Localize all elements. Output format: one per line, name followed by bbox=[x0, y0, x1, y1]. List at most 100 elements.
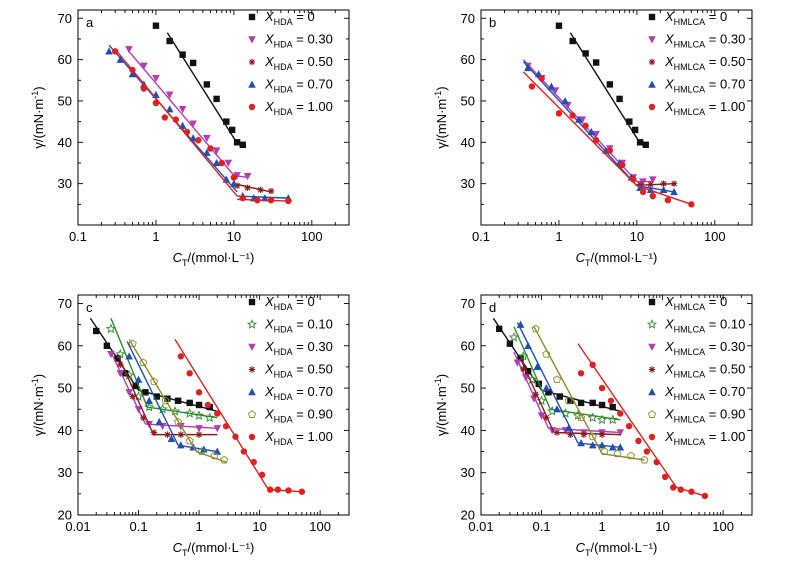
legend-marker bbox=[648, 388, 656, 396]
y-tick-label: 40 bbox=[461, 135, 475, 150]
data-point bbox=[230, 179, 238, 187]
data-point bbox=[197, 447, 206, 455]
data-point bbox=[285, 487, 292, 494]
legend-label: XHMLCA = 0.30 bbox=[664, 339, 745, 357]
legend-label-value: = 0.30 bbox=[705, 32, 745, 47]
data-point bbox=[185, 436, 194, 445]
data-point bbox=[555, 22, 563, 29]
data-point bbox=[616, 443, 625, 451]
x-tick-label: 100 bbox=[301, 229, 323, 244]
data-point bbox=[664, 196, 672, 204]
x-tick-label: 1 bbox=[598, 519, 605, 534]
data-point bbox=[589, 361, 596, 369]
data-point bbox=[617, 410, 624, 417]
legend-entry: XHDA = 0 bbox=[248, 9, 315, 27]
data-point bbox=[179, 51, 186, 58]
data-point bbox=[642, 141, 649, 148]
legend-label-main: X bbox=[664, 362, 675, 377]
legend-label-sub: HMLCA bbox=[674, 17, 706, 27]
legend-label-main: X bbox=[664, 407, 675, 422]
data-point bbox=[616, 95, 623, 103]
data-point bbox=[556, 393, 563, 400]
legend-label-sub: HDA bbox=[274, 85, 293, 95]
legend-label: XHMLCA = 0.50 bbox=[664, 54, 745, 72]
legend-entry: XHMLCA = 0 bbox=[648, 294, 727, 312]
y-tick-label: 20 bbox=[58, 508, 72, 523]
data-point bbox=[688, 488, 695, 495]
legend-label-value: = 0.70 bbox=[293, 384, 333, 399]
legend-label-sub: HMLCA bbox=[674, 107, 706, 117]
data-point bbox=[233, 139, 241, 146]
series-0.70 bbox=[125, 341, 222, 455]
data-point bbox=[178, 106, 187, 114]
data-point bbox=[214, 410, 221, 417]
data-point bbox=[543, 414, 550, 421]
data-point bbox=[174, 417, 183, 426]
legend-label-sub: HDA bbox=[274, 62, 293, 72]
data-point bbox=[636, 139, 644, 146]
series-0 bbox=[555, 22, 649, 148]
data-point bbox=[116, 370, 125, 378]
legend-entry: XHDA = 1.00 bbox=[248, 429, 333, 447]
legend-label-main: X bbox=[264, 317, 275, 332]
legend-label-value: = 0.90 bbox=[705, 407, 745, 422]
legend-label: XHDA = 0 bbox=[264, 9, 315, 27]
series-0 bbox=[89, 317, 218, 413]
data-point bbox=[547, 82, 556, 90]
legend-label: XHDA = 0.50 bbox=[264, 54, 333, 72]
data-point bbox=[630, 176, 637, 183]
legend-label: XHMLCA = 1.00 bbox=[664, 99, 745, 117]
x-tick-label: 0.01 bbox=[65, 519, 90, 534]
y-axis-label-sup: -1 bbox=[433, 91, 443, 99]
legend-label-sub: HMLCA bbox=[674, 347, 706, 357]
data-point bbox=[125, 352, 133, 360]
data-point bbox=[648, 176, 657, 184]
data-point bbox=[172, 116, 180, 123]
legend-entry: XHMLCA = 0.70 bbox=[648, 77, 745, 95]
data-point bbox=[139, 358, 148, 367]
legend-label: XHDA = 0.70 bbox=[264, 77, 333, 95]
data-point bbox=[167, 434, 176, 443]
legend-label-main: X bbox=[664, 99, 675, 114]
data-point bbox=[592, 130, 600, 139]
data-point bbox=[596, 414, 608, 425]
data-point bbox=[670, 180, 678, 187]
series-0.90 bbox=[128, 339, 229, 464]
data-point bbox=[639, 178, 647, 186]
data-point bbox=[670, 484, 677, 491]
chart-panel-a: 0.1 1 10 100 30 40 50 60 70 a CT/(mmol·L⁻¹) γ/(mN·m… bbox=[30, 9, 350, 268]
legend-label-value: = 0.30 bbox=[705, 339, 745, 354]
data-point bbox=[553, 405, 561, 413]
data-point bbox=[129, 66, 136, 74]
data-point bbox=[577, 370, 585, 377]
x-axis-label: CT/(mmol·L⁻¹) bbox=[173, 250, 255, 268]
legend-label: XHMLCA = 0.70 bbox=[664, 384, 745, 402]
legend-label-main: X bbox=[664, 384, 675, 399]
legend-label-main: X bbox=[264, 429, 275, 444]
y-tick-label: 30 bbox=[461, 176, 475, 191]
data-point bbox=[520, 365, 527, 373]
data-point bbox=[640, 455, 649, 464]
data-point bbox=[204, 412, 215, 423]
data-point bbox=[587, 127, 596, 136]
data-point bbox=[578, 116, 587, 124]
legend-marker bbox=[648, 298, 656, 306]
fit-line bbox=[636, 185, 675, 193]
legend-label: XHDA = 0.90 bbox=[264, 407, 333, 425]
data-point bbox=[577, 439, 585, 447]
legend-label-sub: HDA bbox=[274, 370, 293, 380]
fit-line bbox=[110, 318, 149, 408]
data-point bbox=[528, 83, 536, 90]
data-point bbox=[223, 118, 230, 125]
y-tick-label: 50 bbox=[461, 381, 475, 396]
legend-marker bbox=[648, 58, 656, 66]
fit-line bbox=[569, 32, 641, 144]
chart-panel-b: 0.1 1 10 100 30 40 50 60 70 b CT/(mmol·L⁻¹) γ/(mN·m… bbox=[433, 9, 753, 268]
legend-label-sub: HMLCA bbox=[674, 85, 706, 95]
y-tick-label: 50 bbox=[58, 381, 72, 396]
legend-label-main: X bbox=[664, 294, 675, 309]
data-point bbox=[660, 180, 667, 187]
legend-label-sub: HMLCA bbox=[674, 302, 706, 312]
data-point bbox=[513, 359, 522, 367]
data-point bbox=[274, 486, 282, 493]
